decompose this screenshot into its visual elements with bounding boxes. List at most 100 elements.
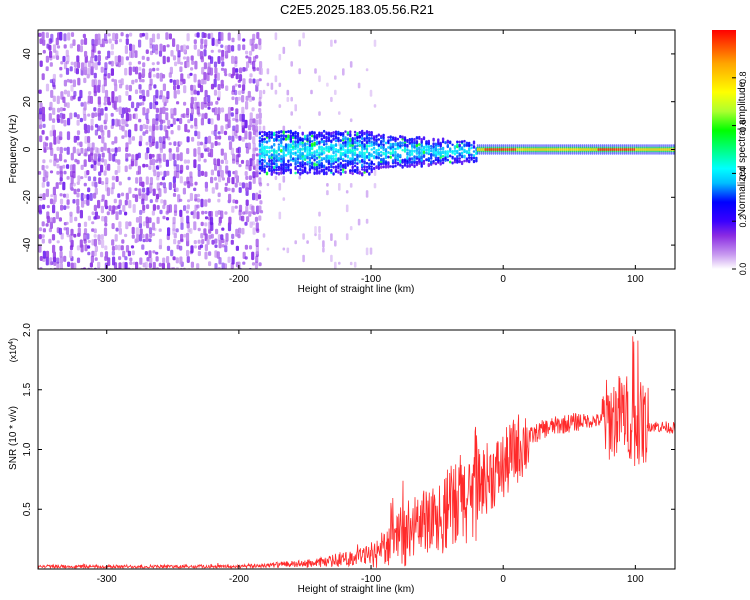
spectrogram-cell: [631, 148, 633, 151]
spectrogram-cell: [194, 193, 198, 201]
spectrogram-cell: [422, 161, 426, 165]
spectrogram-cell: [415, 143, 419, 148]
spectrogram-cell: [639, 148, 641, 151]
spectrogram-cell: [322, 151, 326, 155]
spectrogram-cell: [430, 147, 433, 150]
spectrogram-cell: [258, 38, 262, 46]
spectrogram-cell: [413, 144, 416, 149]
spectrogram-cell: [151, 233, 156, 237]
spectrogram-cell: [152, 188, 156, 196]
spectrogram-cell: [136, 234, 140, 243]
spectrogram-cell: [93, 84, 97, 94]
spectrogram-cell: [203, 78, 207, 85]
spectrogram-cell: [84, 55, 88, 63]
spectrogram-cell: [187, 199, 191, 203]
spectrogram-cell: [330, 162, 333, 167]
spectrogram-cell: [104, 216, 108, 224]
spectrogram-cell: [201, 66, 205, 75]
spectrogram-cell: [322, 168, 326, 172]
spectrogram-cell: [145, 164, 149, 168]
spectrogram-cell: [263, 164, 266, 168]
spectrogram-cell: [449, 147, 452, 151]
spectrogram-cell: [162, 95, 166, 103]
spectrogram-cell: [258, 44, 262, 50]
spectrogram-cell: [432, 145, 435, 149]
spectrogram-cell: [320, 148, 323, 153]
spectrogram-cell: [120, 192, 125, 197]
spectrogram-cell: [166, 170, 170, 176]
spectrogram-cell: [114, 244, 118, 251]
spectrogram-cell: [158, 113, 162, 122]
spectrogram-cell: [138, 84, 142, 90]
spectrogram-cell: [155, 125, 159, 131]
spectrogram-cell: [446, 139, 449, 144]
spectrogram-cell: [282, 154, 285, 158]
spectrogram-cell: [118, 79, 122, 84]
spectrogram-cell: [303, 134, 307, 139]
spectrogram-cell: [273, 159, 276, 164]
spectrogram-cell: [159, 209, 163, 215]
spectrogram-cell: [420, 151, 423, 156]
spectrogram-cell: [484, 148, 487, 151]
spectrogram-cell: [399, 159, 402, 164]
spectrogram-cell: [139, 33, 143, 38]
spectrogram-cell: [296, 132, 300, 135]
spectrogram-cell: [346, 159, 350, 164]
spectrogram-cell: [156, 61, 160, 65]
spectrogram-cell: [427, 145, 430, 148]
spectrogram-cell: [98, 177, 102, 184]
spectrogram-cell: [144, 261, 148, 269]
spectrogram-cell: [337, 170, 340, 174]
spectrogram-cell: [339, 151, 342, 156]
spectrogram-cell: [59, 193, 63, 197]
spectrogram-cell: [251, 221, 255, 226]
spectrogram-cell: [197, 170, 201, 177]
spectrogram-cell: [124, 130, 128, 138]
spectrogram-cell: [159, 124, 163, 131]
spectrogram-cell: [94, 62, 98, 71]
spectrogram-cell: [66, 102, 70, 109]
spectrogram-cell: [273, 170, 276, 174]
spectrogram-cell: [108, 152, 112, 162]
spectrogram-cell: [204, 187, 209, 192]
spectrogram-cell: [237, 146, 241, 154]
spectrogram-cell: [284, 147, 288, 152]
spectrogram-cell: [142, 238, 146, 243]
spectrogram-cell: [332, 150, 335, 155]
spectrogram-cell: [394, 160, 397, 165]
spectrogram-cell: [308, 156, 312, 162]
spectrogram-cell: [387, 139, 390, 143]
spectrogram-cell: [182, 187, 186, 195]
spectrogram-cell: [334, 39, 337, 44]
spectrogram-cell: [158, 268, 162, 269]
spectrogram-cell: [93, 176, 97, 182]
spectrogram-cell: [282, 156, 285, 161]
spectrogram-cell: [308, 137, 312, 141]
spectrogram-cell: [255, 170, 259, 178]
spectrogram-cell: [41, 31, 45, 40]
spectrogram-cell: [453, 157, 457, 161]
spectrogram-cell: [105, 177, 109, 185]
spectrogram-cell: [183, 159, 187, 164]
spectrogram-cell: [536, 148, 538, 151]
spectrogram-cell: [439, 159, 442, 163]
spectrogram-cell: [320, 162, 323, 167]
spectrogram-cell: [275, 150, 278, 154]
spectrogram-cell: [38, 89, 42, 94]
spectrogram-cell: [238, 187, 242, 193]
spectrogram-cell: [408, 138, 411, 142]
spectrogram-cell: [472, 156, 476, 160]
spectrogram-cell: [318, 151, 321, 155]
spectrogram-cell: [430, 144, 433, 148]
spectrogram-cell: [172, 192, 177, 197]
spectrogram-cell: [270, 82, 274, 90]
spectrogram-cell: [216, 72, 220, 81]
spectrogram-cell: [520, 148, 522, 151]
spectrogram-cell: [282, 161, 285, 166]
spectrogram-cell: [59, 263, 63, 269]
spectrogram-cell: [252, 33, 256, 41]
spectrogram-cell: [106, 211, 110, 216]
spectrogram-cell: [156, 205, 160, 210]
spectrogram-cell: [270, 159, 273, 163]
spectrogram-cell: [406, 143, 409, 148]
